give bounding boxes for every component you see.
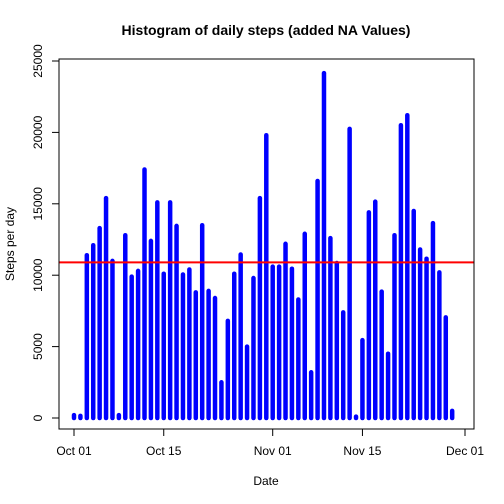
x-tick-label: Dec 01 xyxy=(446,444,484,458)
bars xyxy=(71,70,455,421)
y-axis-label: Steps per day xyxy=(3,207,17,281)
y-tick-label: 20000 xyxy=(31,115,45,149)
y-tick-label: 5000 xyxy=(31,333,45,360)
y-axis: 0 5000 10000 15000 20000 25000 xyxy=(31,44,60,421)
x-tick-label: Nov 15 xyxy=(343,444,381,458)
x-tick-label: Nov 01 xyxy=(254,444,292,458)
y-tick-label: 10000 xyxy=(31,258,45,292)
y-tick-label: 0 xyxy=(31,414,45,421)
chart-title: Histogram of daily steps (added NA Value… xyxy=(122,22,411,38)
x-axis-label: Date xyxy=(253,474,279,488)
y-tick-label: 15000 xyxy=(31,187,45,221)
y-tick-label: 25000 xyxy=(31,44,45,78)
x-tick-label: Oct 15 xyxy=(146,444,182,458)
x-tick-label: Oct 01 xyxy=(56,444,92,458)
x-axis: Oct 01 Oct 15 Nov 01 Nov 15 Dec 01 xyxy=(56,428,484,458)
